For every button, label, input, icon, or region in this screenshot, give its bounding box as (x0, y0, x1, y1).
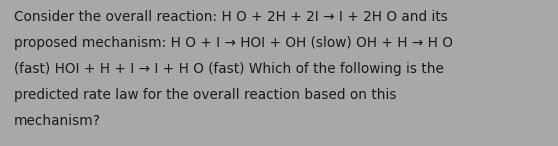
Text: proposed mechanism: H O + I → HOI + OH (slow) OH + H → H O: proposed mechanism: H O + I → HOI + OH (… (14, 36, 453, 50)
Text: Consider the overall reaction: H O + 2H + 2I → I + 2H O and its: Consider the overall reaction: H O + 2H … (14, 10, 448, 24)
Text: predicted rate law for the overall reaction based on this: predicted rate law for the overall react… (14, 88, 396, 102)
Text: mechanism?: mechanism? (14, 114, 101, 128)
Text: (fast) HOI + H + I → I + H O (fast) Which of the following is the: (fast) HOI + H + I → I + H O (fast) Whic… (14, 62, 444, 76)
